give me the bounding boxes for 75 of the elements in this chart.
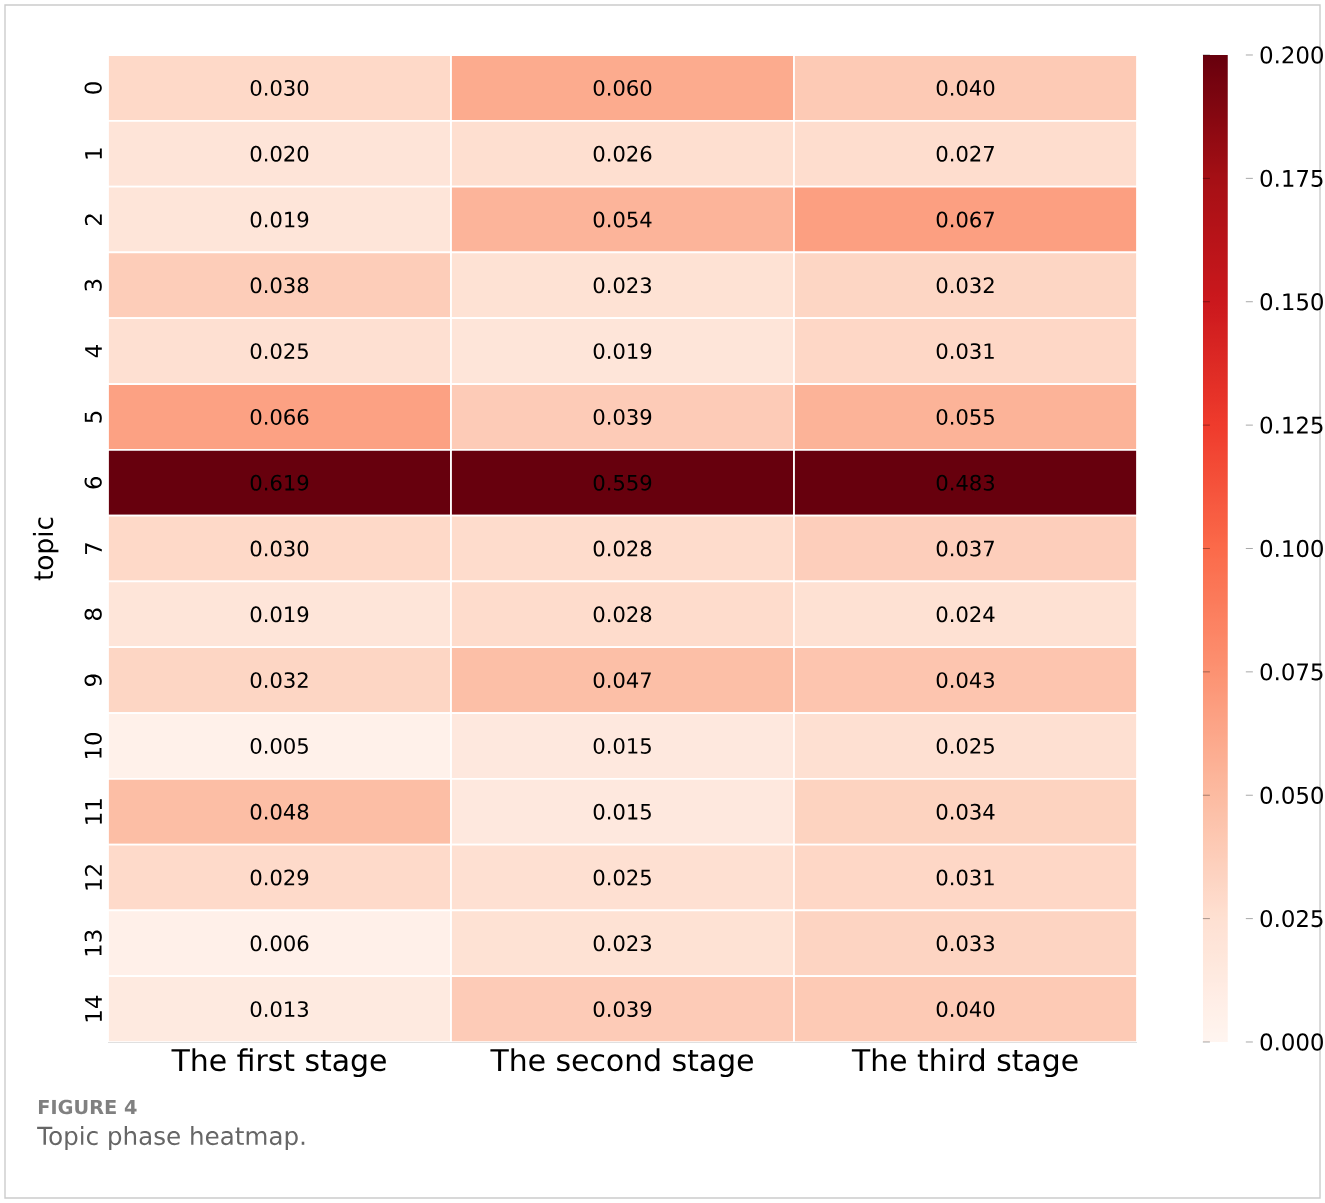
data-label: 0.031 — [936, 343, 994, 360]
data-label: 0.019 — [250, 606, 309, 623]
y-tick-label: 11 — [85, 799, 102, 824]
data-label: 0.015 — [593, 737, 651, 754]
data-label: 0.023 — [593, 935, 651, 952]
data-label: 0.038 — [250, 277, 309, 294]
color-bar-label: 0.175 — [1260, 169, 1323, 188]
data-label: 0.619 — [250, 474, 309, 491]
data-label: 0.054 — [593, 211, 652, 228]
data-label: 0.031 — [936, 869, 994, 886]
data-label: 0.019 — [593, 343, 652, 360]
data-label: 0.033 — [936, 935, 994, 952]
data-label: 0.015 — [593, 803, 651, 820]
color-bar-label: 0.100 — [1260, 539, 1323, 558]
data-label: 0.037 — [936, 540, 994, 557]
y-tick-label: 2 — [84, 214, 102, 226]
data-label: 0.019 — [250, 211, 309, 228]
data-label: 0.043 — [936, 672, 994, 689]
data-label: 0.029 — [250, 869, 309, 886]
data-label: 0.039 — [593, 1001, 652, 1018]
data-label: 0.032 — [250, 672, 308, 689]
data-label: 0.027 — [936, 145, 994, 162]
data-label: 0.055 — [936, 408, 994, 425]
y-tick-label: 14 — [85, 995, 102, 1022]
y-tick-label: 3 — [84, 279, 102, 291]
y-tick-label: 7 — [85, 543, 102, 554]
data-label: 0.026 — [593, 145, 652, 162]
data-label: 0.020 — [250, 145, 309, 162]
data-label: 0.005 — [250, 737, 308, 754]
color-bar-label: 0.050 — [1260, 786, 1323, 804]
x-tick-label: The third stage — [851, 1048, 1078, 1078]
x-tick-label: The second stage — [490, 1048, 753, 1078]
data-label: 0.025 — [250, 343, 308, 360]
color-bar-label: 0.025 — [1260, 909, 1323, 928]
color-bar-label: 0.125 — [1260, 416, 1323, 434]
y-tick-label: 9 — [84, 674, 102, 686]
data-label: 0.034 — [936, 803, 995, 820]
data-label: 0.028 — [593, 540, 652, 557]
data-label: 0.040 — [936, 1001, 995, 1018]
y-tick-label: 13 — [84, 930, 102, 956]
data-label: 0.048 — [250, 803, 309, 820]
x-tick-label: The first stage — [171, 1048, 386, 1078]
data-label: 0.039 — [593, 408, 652, 425]
text: Topic phase heatmap. — [37, 1126, 305, 1150]
y-tick-label: 8 — [84, 608, 102, 621]
caption: FIGURE 4 — [38, 1099, 137, 1115]
data-label: 0.030 — [250, 79, 309, 96]
y-axis-title: topic — [32, 517, 59, 581]
data-label: 0.040 — [936, 79, 995, 96]
data-label: 0.024 — [936, 606, 995, 623]
data-label: 0.006 — [250, 935, 309, 952]
data-label: 0.025 — [593, 869, 651, 886]
data-label: 0.025 — [936, 737, 994, 754]
color-bar-label: 0.200 — [1260, 46, 1323, 64]
y-tick-label: 0 — [84, 82, 102, 94]
color-bar-label: 0.075 — [1260, 663, 1323, 681]
data-label: 0.067 — [936, 211, 994, 228]
y-tick-label: 6 — [84, 476, 102, 489]
y-tick-label: 10 — [84, 732, 102, 758]
color-bar-label: 0.000 — [1260, 1033, 1323, 1051]
data-label: 0.030 — [250, 540, 309, 557]
data-label: 0.047 — [593, 672, 651, 689]
data-label: 0.023 — [593, 277, 651, 294]
y-tick-label: 4 — [85, 345, 102, 358]
color-bar-label: 0.150 — [1260, 293, 1323, 311]
data-label: 0.013 — [250, 1001, 308, 1018]
data-label: 0.028 — [593, 606, 652, 623]
data-label: 0.483 — [936, 474, 994, 491]
y-tick-label: 1 — [85, 148, 102, 159]
data-label: 0.032 — [936, 277, 994, 294]
y-tick-label: 5 — [84, 411, 102, 423]
y-tick-label: 12 — [84, 865, 102, 890]
data-label: 0.559 — [593, 474, 652, 491]
data-label: 0.060 — [593, 79, 652, 96]
data-label: 0.066 — [250, 408, 309, 425]
